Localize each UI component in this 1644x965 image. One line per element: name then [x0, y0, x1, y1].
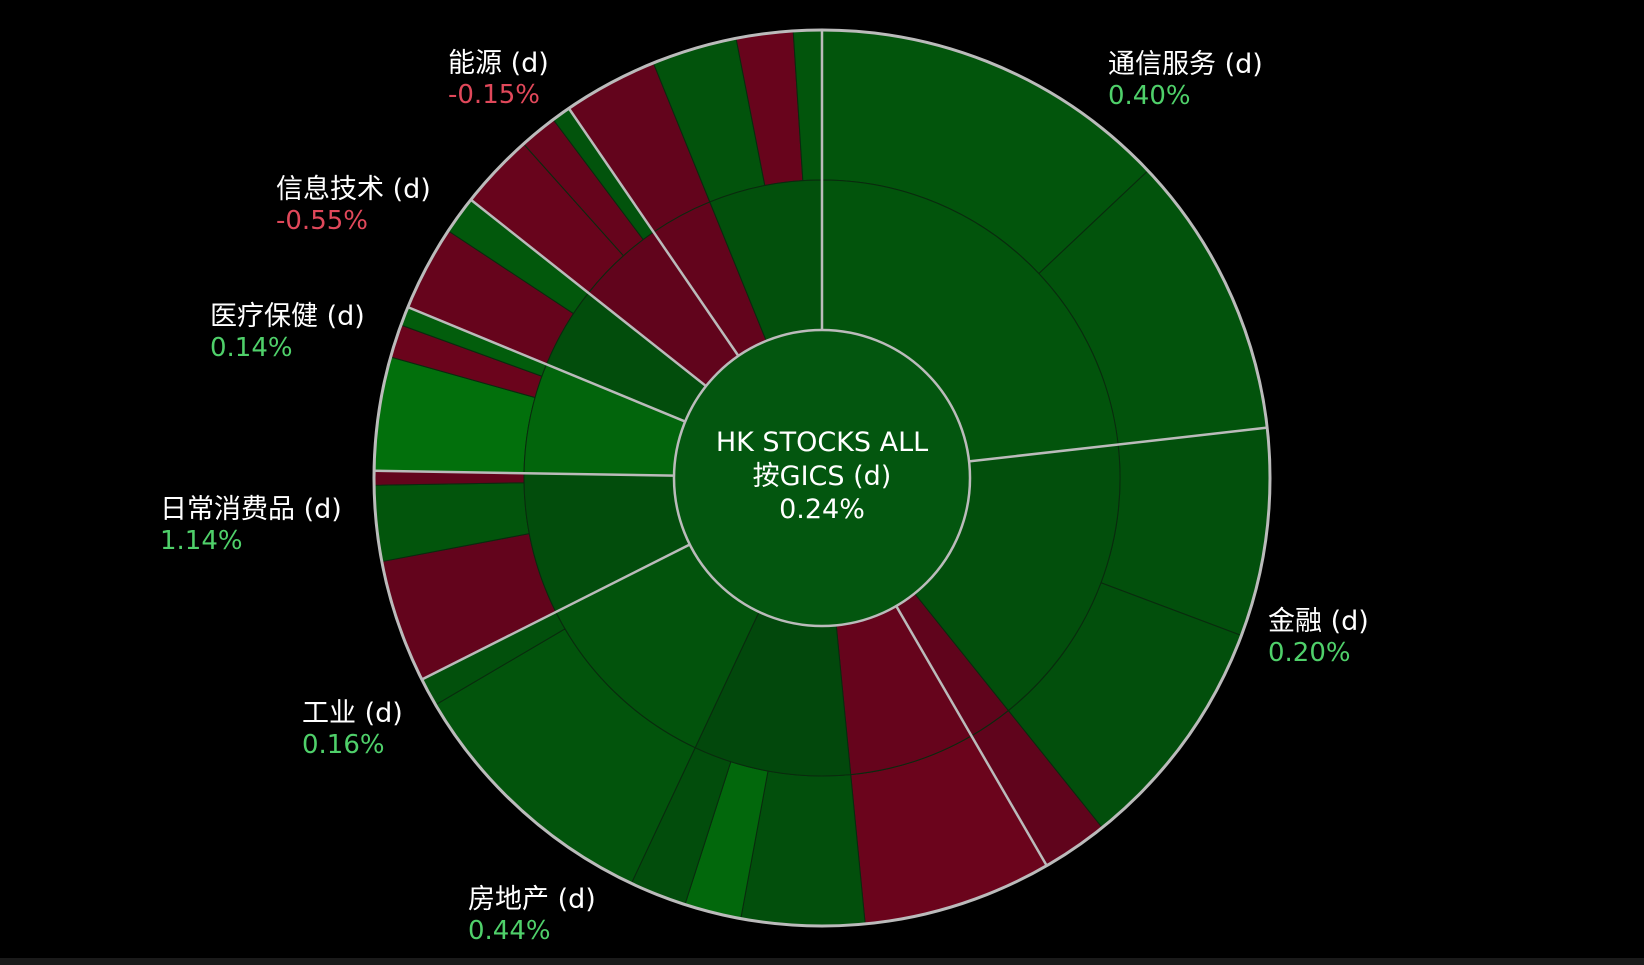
bottom-bar: [0, 958, 1644, 965]
sector-label-能源[interactable]: 能源 (d)-0.15%: [448, 48, 549, 110]
sector-name: 工业 (d): [302, 698, 403, 729]
center-title: HK STOCKS ALL: [716, 427, 928, 458]
center-disc[interactable]: [672, 328, 972, 628]
sector-name: 医疗保健 (d): [210, 301, 365, 332]
sector-label-医疗保健[interactable]: 医疗保健 (d)0.14%: [210, 301, 365, 363]
center-subtitle: 按GICS (d): [753, 461, 892, 492]
sector-change: 0.20%: [1268, 638, 1351, 668]
sector-label-通信服务[interactable]: 通信服务 (d)0.40%: [1108, 49, 1263, 111]
sector-name: 信息技术 (d): [276, 174, 431, 205]
sector-label-金融[interactable]: 金融 (d)0.20%: [1268, 606, 1369, 668]
sector-name: 能源 (d): [448, 48, 549, 79]
sector-label-工业[interactable]: 工业 (d)0.16%: [302, 698, 403, 760]
sector-change: 0.40%: [1108, 81, 1191, 111]
sector-name: 通信服务 (d): [1108, 49, 1263, 80]
sector-change: 0.14%: [210, 333, 293, 363]
sector-change: -0.15%: [448, 80, 540, 110]
sector-change: 0.44%: [468, 916, 551, 946]
outer-ring-border: [372, 28, 1272, 928]
sector-dividers: [374, 30, 1268, 867]
sector-label-信息技术[interactable]: 信息技术 (d)-0.55%: [276, 174, 431, 236]
sector-change: 0.16%: [302, 730, 385, 760]
sector-divider-2: [895, 605, 1048, 867]
sector-name: 房地产 (d): [468, 884, 596, 915]
sector-divider-3: [421, 543, 691, 681]
sector-labels: 通信服务 (d)0.40% 金融 (d)0.20% 房地产 (d)0.44% 工业 (…: [160, 48, 1369, 946]
sector-name: 日常消费品 (d): [160, 494, 342, 525]
sector-divider-5: [407, 305, 686, 423]
sector-divider-7: [567, 107, 740, 357]
sector-label-日常消费品[interactable]: 日常消费品 (d)1.14%: [160, 494, 342, 556]
sector-change: -0.55%: [276, 206, 368, 236]
center-value: 0.24%: [779, 494, 865, 525]
sector-label-房地产[interactable]: 房地产 (d)0.44%: [468, 884, 596, 946]
sector-divider-6: [470, 198, 707, 388]
sector-change: 1.14%: [160, 526, 243, 556]
sector-divider-4: [374, 469, 675, 477]
sector-divider-1: [968, 426, 1268, 463]
sector-name: 金融 (d): [1268, 606, 1369, 637]
sunburst-rings: [373, 29, 1271, 927]
